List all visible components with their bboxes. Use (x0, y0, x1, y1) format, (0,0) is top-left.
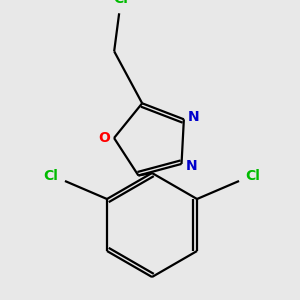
Text: Cl: Cl (114, 0, 129, 6)
Text: Cl: Cl (246, 169, 260, 183)
Text: N: N (188, 110, 200, 124)
Text: N: N (186, 159, 197, 173)
Text: O: O (98, 131, 110, 145)
Text: Cl: Cl (44, 169, 59, 183)
